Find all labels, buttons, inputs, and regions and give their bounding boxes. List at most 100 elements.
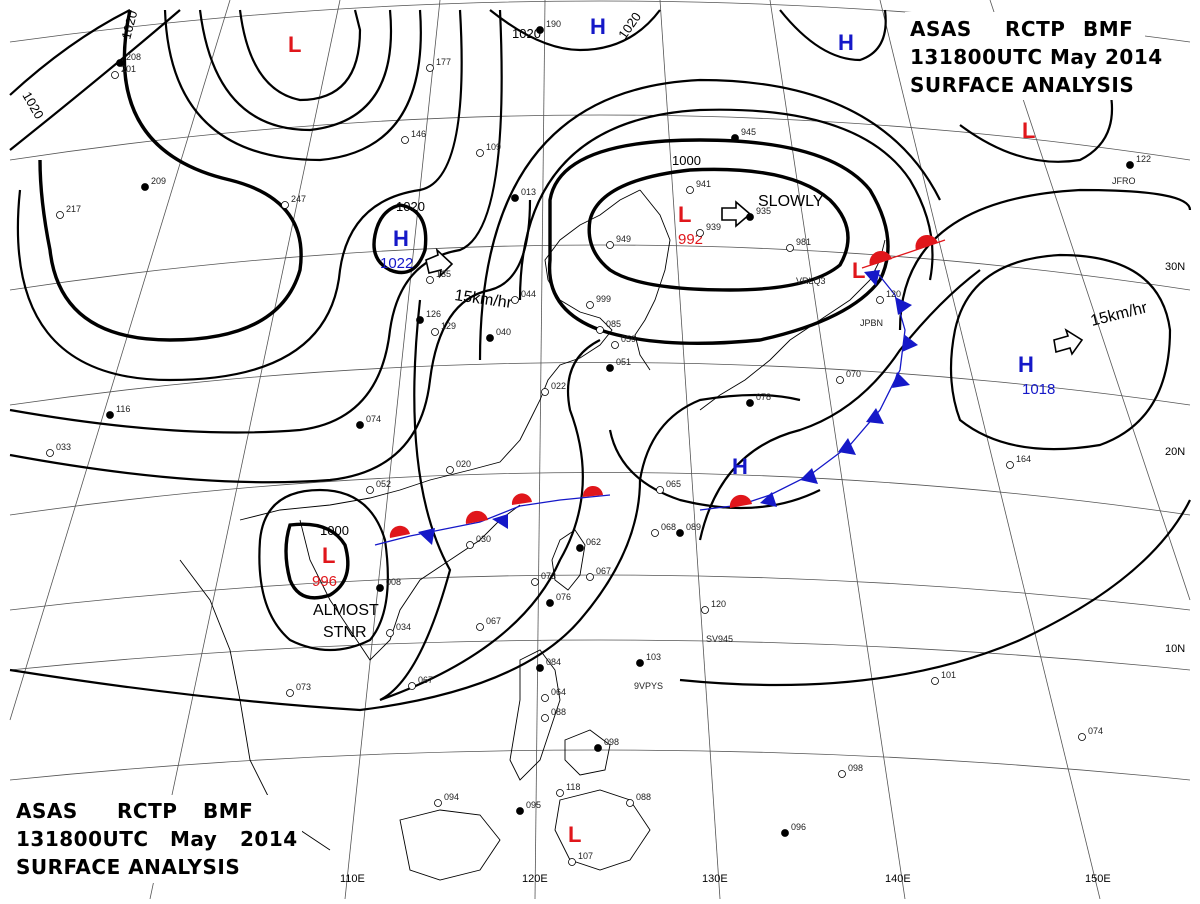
station-marker <box>116 59 124 67</box>
isobar <box>163 9 422 162</box>
station-pressure-code: 013 <box>521 187 536 197</box>
station-marker <box>586 573 594 581</box>
station-marker <box>576 544 584 552</box>
station-pressure-code: 074 <box>1088 726 1103 736</box>
station-marker <box>876 296 884 304</box>
lon-line-100e <box>149 0 341 900</box>
station-pressure-code: 120 <box>711 599 726 609</box>
station-pressure-code: 065 <box>666 479 681 489</box>
station-marker <box>366 486 374 494</box>
header-office-code: RCTP <box>1005 17 1065 41</box>
isobar-labels: 1020 1020 1020 1020 1020 1000 1000 <box>19 9 701 538</box>
station-marker <box>836 376 844 384</box>
station-marker <box>556 789 564 797</box>
lon-line-110e <box>344 0 441 900</box>
isobar <box>9 9 503 434</box>
station-marker <box>596 326 604 334</box>
lon-line-120e <box>534 0 546 900</box>
lat-line-10n <box>9 639 1191 671</box>
station-marker <box>416 316 424 324</box>
header-backdrop <box>905 12 1145 100</box>
station-marker <box>431 328 439 336</box>
header-office-code: BMF <box>203 799 253 823</box>
station-marker <box>408 682 416 690</box>
lon-line-140e <box>769 0 906 900</box>
station-pressure-code: 209 <box>151 176 166 186</box>
station-pressure-code: 088 <box>636 792 651 802</box>
isobar <box>9 9 131 96</box>
station-marker <box>401 136 409 144</box>
header-year: 2014 <box>240 827 298 851</box>
isobar <box>238 9 362 102</box>
pressure-systems: L H H L H 1022 L 992 L H 1018 H L 996 L <box>288 14 1055 847</box>
isobar <box>478 78 941 361</box>
high-center-marker: H <box>590 14 606 39</box>
isobar <box>16 9 463 382</box>
isobar-label: 1020 <box>512 26 541 41</box>
high-center-marker: H <box>838 30 854 55</box>
station-marker <box>286 689 294 697</box>
high-center-marker: H <box>393 226 409 251</box>
coast-visayas <box>564 729 611 776</box>
isobar <box>9 9 181 151</box>
lon-label: 120E <box>522 873 548 885</box>
front-warm-bump <box>511 493 532 505</box>
station-pressure-code: 059 <box>621 334 636 344</box>
coast-china <box>239 189 641 521</box>
isobar-1020 <box>38 9 303 342</box>
isobar-label: 1020 <box>118 9 140 41</box>
front-cold-tooth <box>838 438 856 455</box>
station-marker <box>651 529 659 537</box>
isobar-1000-sw <box>284 522 350 600</box>
front-cold-tooth <box>418 528 435 545</box>
station-id: JPBN <box>860 318 883 328</box>
movement-arrow <box>1053 328 1084 356</box>
front-warm-bump <box>582 485 603 497</box>
lon-label: 150E <box>1085 873 1111 885</box>
header-office-code: ASAS <box>910 17 972 41</box>
isobar <box>198 9 393 132</box>
isobar <box>258 488 389 652</box>
station-pressure-code: 034 <box>396 622 411 632</box>
station-marker <box>676 529 684 537</box>
station-pressure-code: 051 <box>616 357 631 367</box>
station-pressure-code: 217 <box>66 204 81 214</box>
isobar-1020-small <box>372 203 428 275</box>
station-marker <box>931 677 939 685</box>
station-id: 9VPYS <box>634 681 663 691</box>
front-cold-tooth <box>760 492 777 507</box>
station-marker <box>516 807 524 815</box>
station-marker <box>476 623 484 631</box>
station-marker <box>536 26 544 34</box>
station-marker <box>541 388 549 396</box>
low-center-marker: L <box>1022 118 1035 143</box>
lat-line-5n <box>9 749 1191 781</box>
isobar-label: 1020 <box>19 89 46 122</box>
station-pressure-code: 981 <box>796 237 811 247</box>
station-pressure-code: 084 <box>546 657 561 667</box>
station-pressure-code: 070 <box>846 369 861 379</box>
station-id: SV945 <box>706 634 733 644</box>
station-pressure-code: 101 <box>941 670 956 680</box>
station-marker <box>541 714 549 722</box>
lon-label: 110E <box>340 873 365 885</box>
station-pressure-code: 076 <box>556 592 571 602</box>
station-pressure-code: 201 <box>121 64 136 74</box>
front-cold-tooth <box>892 372 910 388</box>
station-marker <box>536 664 544 672</box>
station-pressure-code: 164 <box>1016 454 1031 464</box>
header-title: SURFACE ANALYSIS <box>16 855 240 879</box>
low-center-marker: L <box>322 543 335 568</box>
header-top-right: ASAS RCTP BMF 131800UTC May 2014 SURFACE… <box>905 12 1162 100</box>
station-marker <box>1078 733 1086 741</box>
station-pressure-code: 088 <box>551 707 566 717</box>
station-marker <box>281 201 289 209</box>
station-pressure-code: 073 <box>541 571 556 581</box>
lon-line-130e <box>659 0 721 900</box>
header-title: SURFACE ANALYSIS <box>910 73 1134 97</box>
lat-label: 30N <box>1165 261 1185 273</box>
header-valid-time: 131800UTC <box>16 827 149 851</box>
low-center-marker: L <box>852 258 865 283</box>
header-valid-time: 131800UTC <box>910 45 1043 69</box>
